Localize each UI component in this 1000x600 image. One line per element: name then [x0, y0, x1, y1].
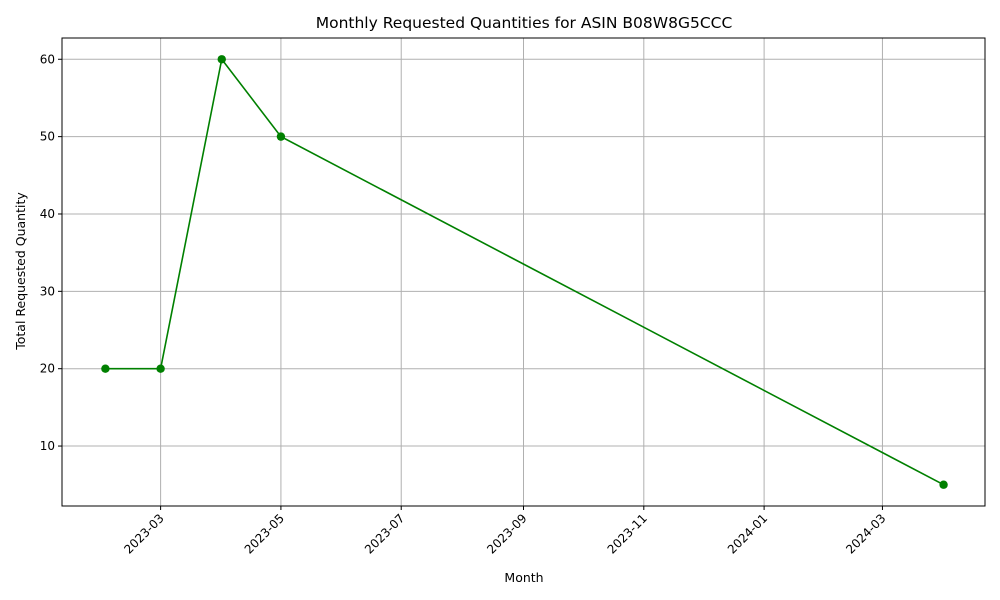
x-tick-label: 2023-09 [484, 511, 529, 556]
data-point [939, 480, 948, 489]
y-axis-label: Total Requested Quantity [13, 192, 28, 351]
y-tick-label: 40 [40, 207, 55, 221]
axis-ticks: 2023-03 2023-05 2023-07 2023-09 2023-11 2024-… [40, 52, 889, 556]
x-tick-label: 2023-05 [242, 511, 287, 556]
y-tick-label: 20 [40, 362, 55, 376]
x-tick-label: 2023-03 [121, 511, 166, 556]
data-point [156, 364, 165, 373]
grid [62, 38, 985, 506]
y-tick-label: 10 [40, 439, 55, 453]
y-tick-label: 60 [40, 52, 55, 66]
x-tick-label: 2024-03 [843, 511, 888, 556]
chart-title: Monthly Requested Quantities for ASIN B0… [316, 14, 733, 32]
y-tick-label: 30 [40, 284, 55, 298]
data-point [217, 55, 226, 64]
series-layer [101, 55, 948, 489]
x-tick-label: 2023-07 [362, 511, 407, 556]
series-line [105, 57, 944, 486]
data-point [276, 132, 286, 141]
y-tick-label: 50 [40, 130, 55, 144]
x-tick-label: 2024-01 [725, 511, 770, 556]
data-point [101, 364, 110, 373]
x-tick-label: 2023-11 [605, 511, 650, 556]
x-axis-label: Month [504, 570, 543, 585]
